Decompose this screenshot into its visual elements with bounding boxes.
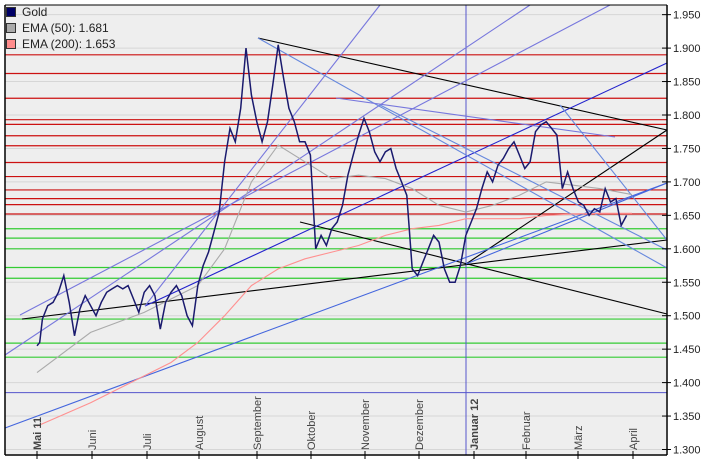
y-tick-label: 1.700: [673, 177, 701, 189]
x-tick-label: August: [194, 416, 206, 450]
trend-line: [299, 221, 668, 315]
y-tick-label: 1.300: [673, 445, 701, 457]
y-tick-label: 1.800: [673, 110, 701, 122]
x-tick-label: September: [252, 396, 264, 450]
legend-item-gold: Gold: [6, 4, 115, 20]
y-tick-label: 1.900: [673, 43, 701, 55]
trend-lines: [4, 4, 668, 429]
plot-background: [5, 5, 666, 454]
y-tick-label: 1.650: [673, 210, 701, 222]
y-tick-label: 1.350: [673, 411, 701, 423]
data-series: [36, 44, 633, 427]
y-axis-ticks: 1.950 1.900 1.850 1.800 1.750 1.700 1.650 1.600…: [662, 10, 701, 457]
x-tick-label: Juni: [87, 430, 99, 450]
x-tick-label: März: [573, 426, 585, 450]
legend-label-ema50: EMA (50): 1.681: [22, 21, 109, 35]
legend-swatch-ema50: [6, 23, 16, 33]
legend: Gold EMA (50): 1.681 EMA (200): 1.653: [6, 4, 115, 52]
trend-line: [465, 129, 668, 265]
trend-line: [19, 4, 611, 316]
trend-line: [257, 37, 668, 269]
trend-line: [559, 104, 668, 241]
y-tick-label: 1.600: [673, 244, 701, 256]
y-tick-label: 1.450: [673, 344, 701, 356]
x-tick-label: Oktober: [306, 411, 318, 450]
series-ema-50-: [36, 144, 633, 374]
x-tick-label: November: [360, 399, 372, 450]
x-tick-label: Dezember: [414, 399, 426, 450]
legend-swatch-gold: [6, 7, 16, 17]
x-axis-ticks: Mai 11 Juni Juli August September Oktober Nove…: [32, 396, 640, 459]
y-tick-label: 1.400: [673, 378, 701, 390]
trend-line: [21, 239, 668, 320]
trend-line: [4, 4, 531, 356]
trend-line: [257, 37, 668, 131]
y-tick-label: 1.750: [673, 143, 701, 155]
x-tick-label: Mai 11: [32, 417, 44, 450]
y-tick-label: 1.850: [673, 77, 701, 89]
series-gold: [36, 44, 628, 347]
legend-item-ema200: EMA (200): 1.653: [6, 36, 115, 52]
series-ema-200-: [36, 212, 632, 427]
x-tick-label: Februar: [521, 411, 533, 450]
legend-swatch-ema200: [6, 39, 16, 49]
x-tick-label: April: [628, 428, 640, 450]
trend-line: [465, 182, 668, 265]
trend-line: [335, 97, 616, 138]
axes: [4, 4, 668, 456]
y-tick-label: 1.950: [673, 10, 701, 22]
y-tick-label: 1.500: [673, 311, 701, 323]
legend-item-ema50: EMA (50): 1.681: [6, 20, 115, 36]
x-tick-label: Juli: [142, 433, 154, 450]
legend-label-ema200: EMA (200): 1.653: [22, 37, 116, 51]
legend-label-gold: Gold: [22, 5, 48, 19]
y-tick-label: 1.550: [673, 277, 701, 289]
trend-line: [379, 104, 668, 251]
trend-line: [144, 4, 381, 307]
x-tick-label: Januar 12: [469, 399, 481, 450]
trend-line: [144, 62, 668, 307]
trend-line: [4, 182, 668, 429]
